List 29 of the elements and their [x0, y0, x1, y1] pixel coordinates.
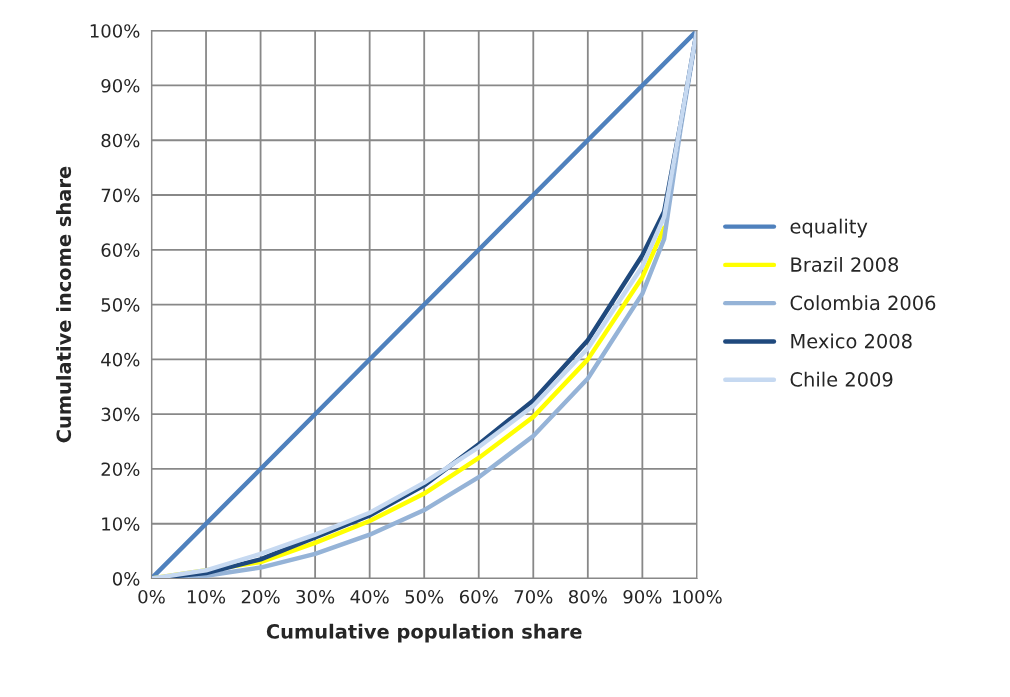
legend-label: Mexico 2008	[791, 333, 912, 349]
y-tick-label: 50%	[101, 298, 140, 312]
y-tick-label: 90%	[101, 78, 140, 93]
x-tick-label: 100%	[673, 589, 722, 604]
x-tick-label: 50%	[405, 589, 444, 604]
x-tick-label: 60%	[459, 589, 498, 604]
x-tick-label: 70%	[514, 589, 553, 604]
y-tick-label: 10%	[102, 517, 140, 531]
x-tick-label: 10%	[187, 589, 226, 604]
y-tick-label: 60%	[101, 243, 140, 257]
y-tick-label: 70%	[101, 188, 140, 203]
x-tick-label: 90%	[623, 589, 662, 604]
y-tick-label: 0%	[112, 571, 140, 586]
y-tick-label: 30%	[101, 407, 140, 422]
y-axis-title: Cumulative income share	[56, 166, 72, 443]
y-tick-label: 80%	[101, 133, 140, 148]
legend-label: Brazil 2008	[791, 256, 899, 272]
y-tick-label: 100%	[90, 24, 140, 38]
x-tick-label: 0%	[138, 589, 165, 604]
y-tick-label: 20%	[101, 462, 140, 477]
legend-label: Colombia 2006	[790, 295, 936, 311]
y-tick-label: 40%	[101, 352, 140, 367]
legend-label: equality	[790, 218, 868, 238]
x-tick-label: 80%	[568, 589, 607, 604]
x-tick-label: 40%	[350, 589, 389, 604]
x-axis-title: Cumulative population share	[266, 623, 582, 643]
legend-label: Chile 2009	[790, 371, 893, 387]
x-tick-label: 20%	[241, 589, 280, 604]
x-tick-label: 30%	[296, 589, 335, 604]
